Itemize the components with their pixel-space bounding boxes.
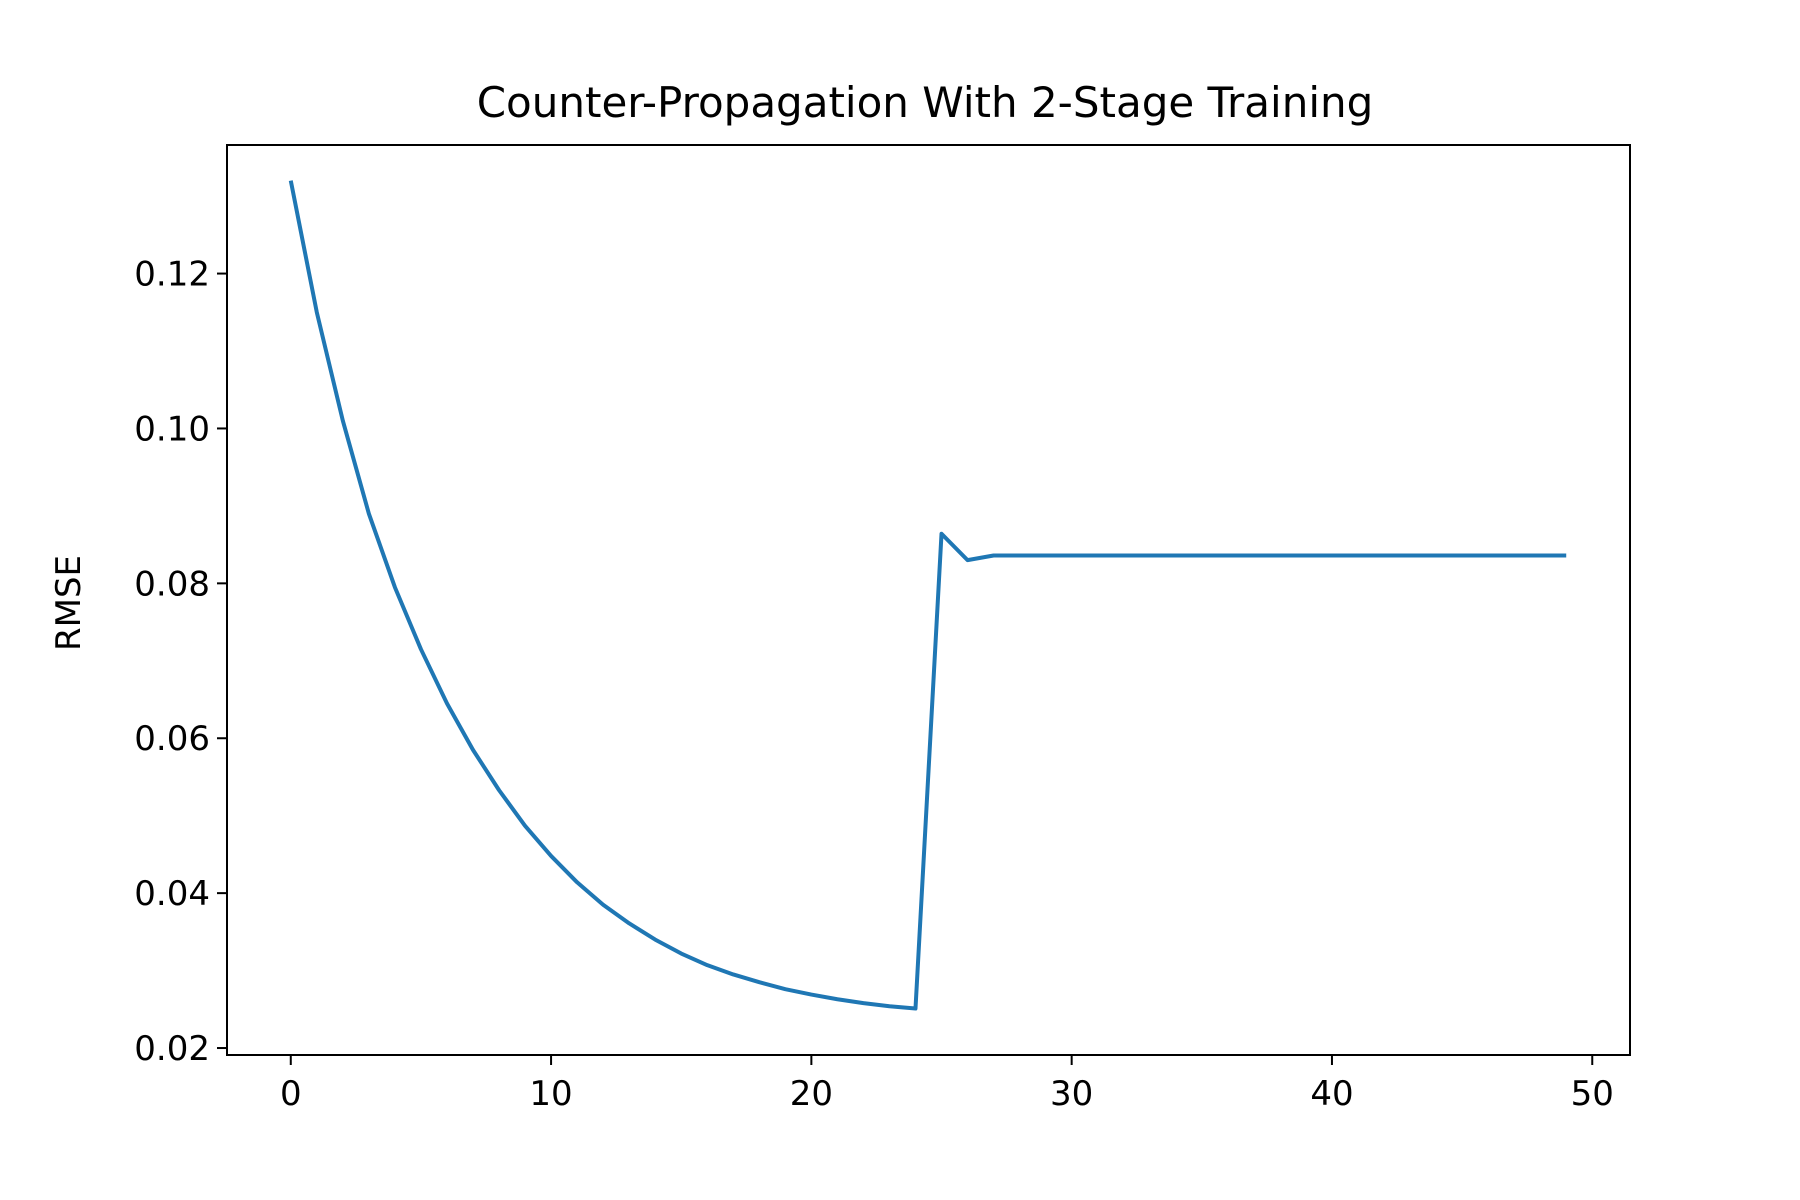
y-tick-label: 0.08 (134, 564, 210, 604)
y-axis-label: RMSE (49, 555, 89, 651)
chart-title: Counter-Propagation With 2-Stage Trainin… (477, 78, 1374, 127)
y-axis-ticks: 0.02 0.04 0.06 0.08 0.10 0.12 (134, 255, 227, 1069)
x-axis-ticks: 0 10 20 30 40 50 (280, 1055, 1614, 1114)
plot-area-frame (226, 144, 1631, 1056)
x-tick-label: 40 (1310, 1074, 1353, 1114)
x-tick-label: 50 (1571, 1074, 1614, 1114)
y-tick-label: 0.02 (134, 1029, 210, 1069)
x-tick-label: 0 (280, 1074, 302, 1114)
y-tick-label: 0.04 (134, 874, 210, 914)
x-tick-label: 20 (790, 1074, 833, 1114)
series-line (288, 180, 1567, 1011)
series-layer (288, 180, 1567, 1011)
y-tick-label: 0.10 (134, 409, 210, 449)
y-tick-label: 0.12 (134, 255, 210, 295)
y-tick-label: 0.06 (134, 719, 210, 759)
x-tick-label: 10 (529, 1074, 572, 1114)
x-tick-label: 30 (1050, 1074, 1093, 1114)
